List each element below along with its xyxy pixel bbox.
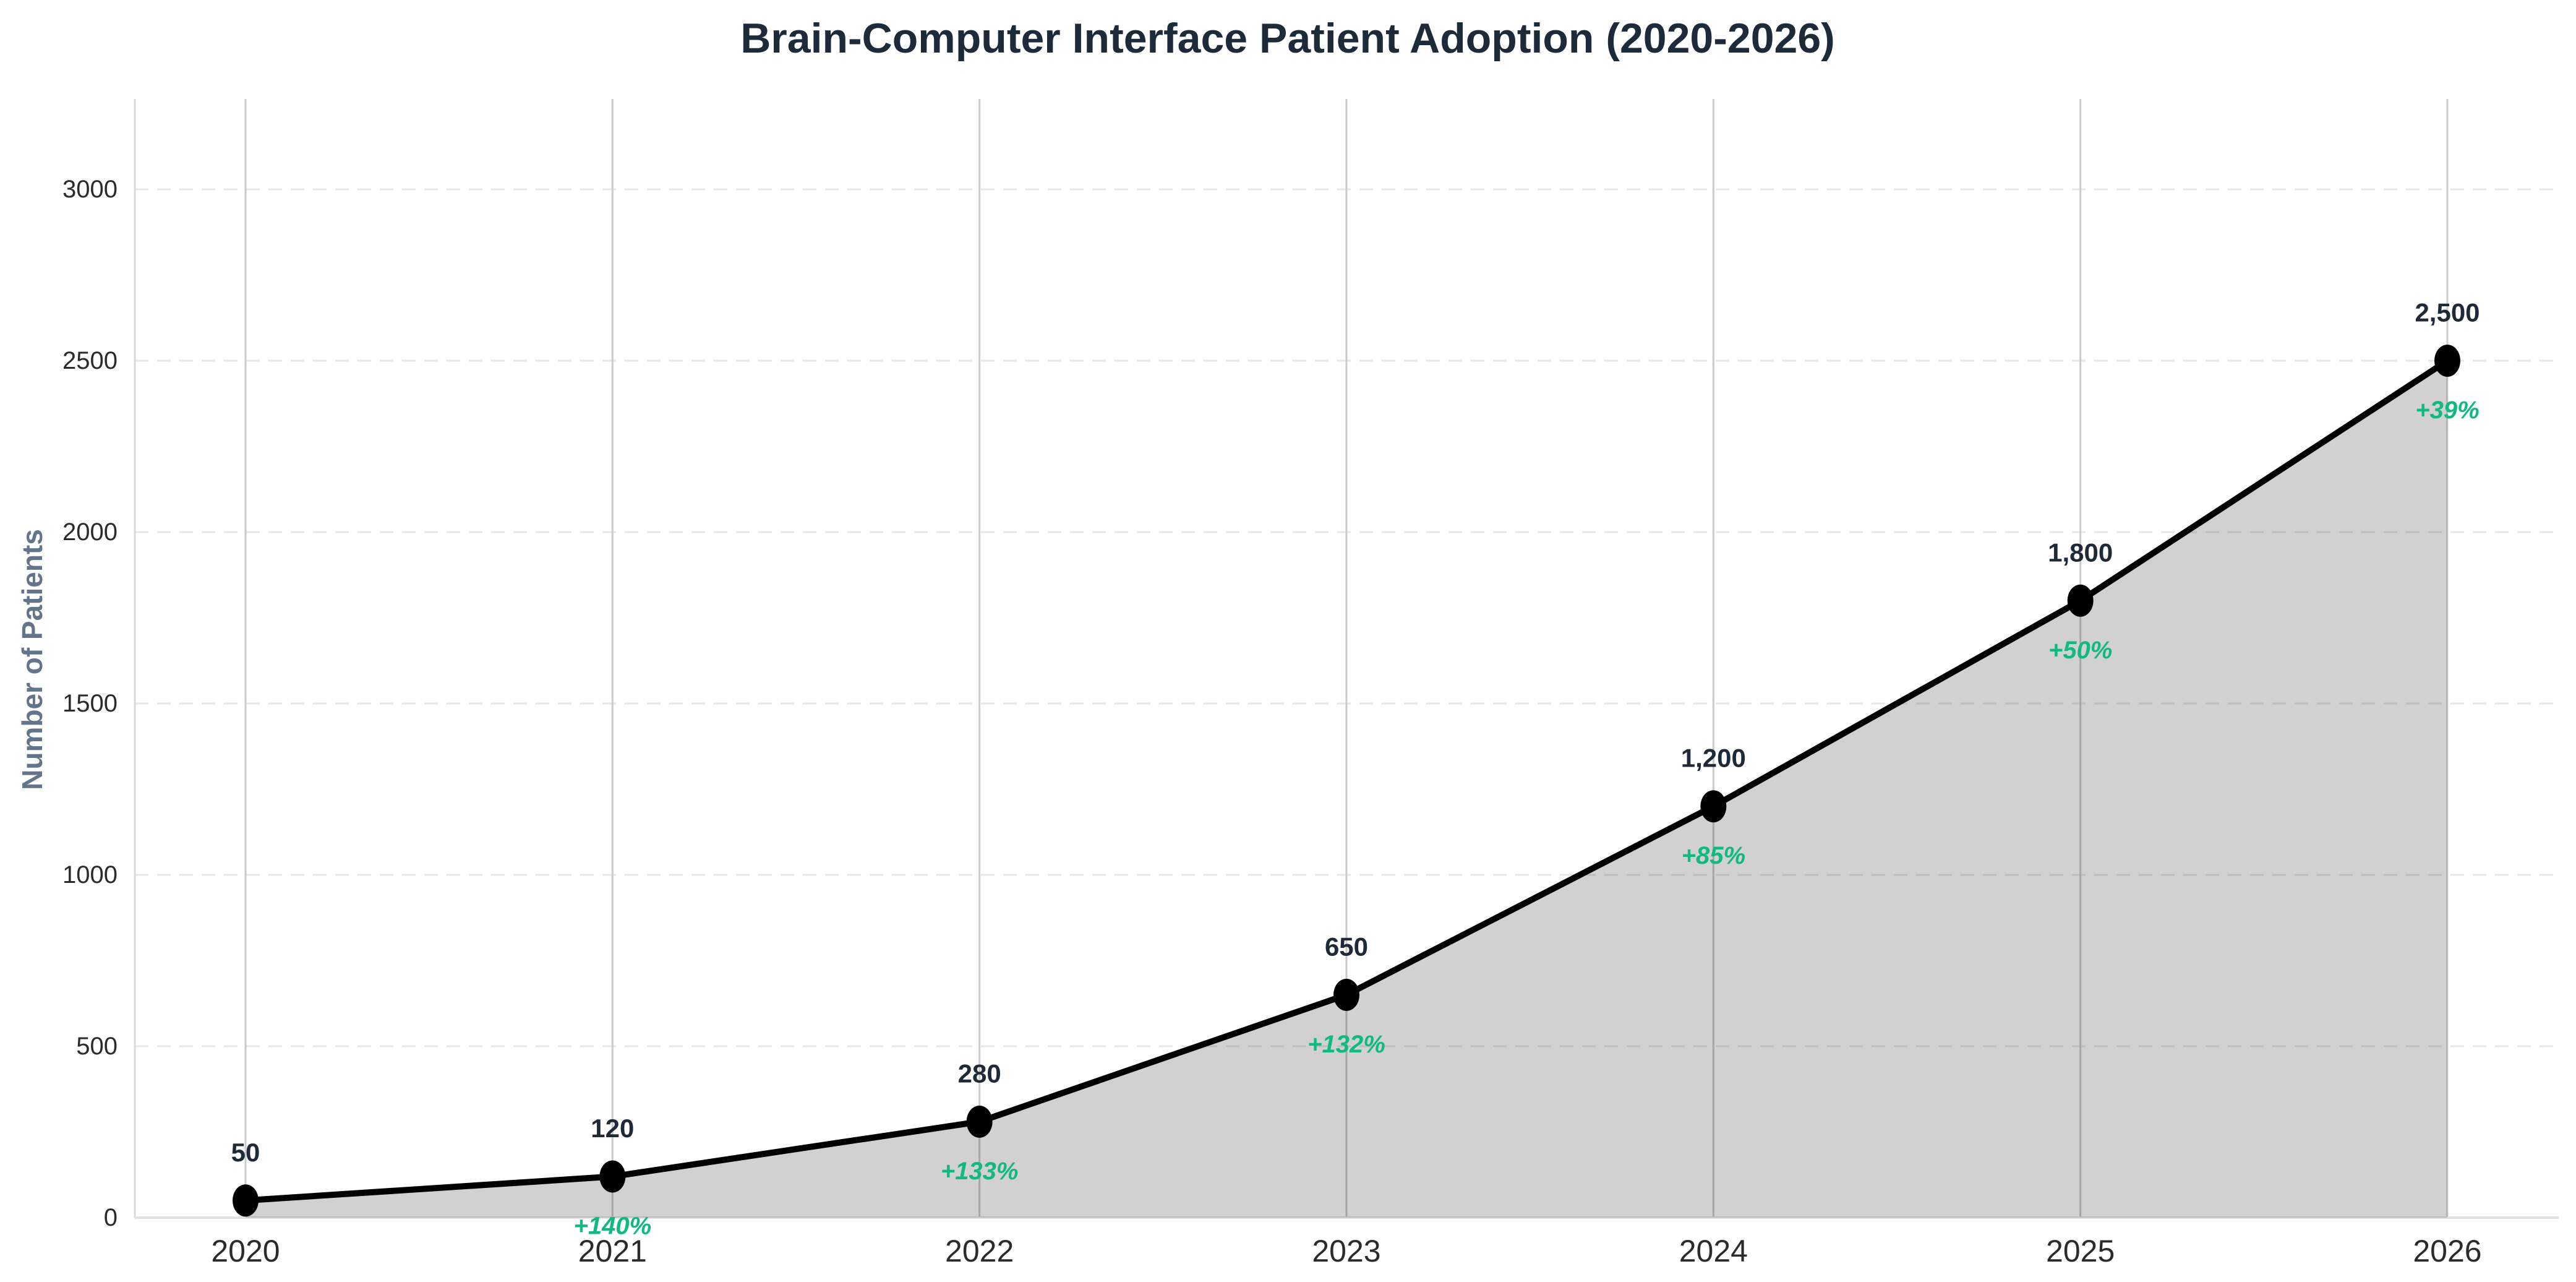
y-axis-title: Number of Patients bbox=[16, 529, 48, 790]
x-tick-label-2022: 2022 bbox=[945, 1234, 1014, 1268]
data-point-2021 bbox=[599, 1160, 626, 1193]
y-tick-label-1500: 1500 bbox=[62, 690, 118, 717]
x-tick-label-2025: 2025 bbox=[2046, 1234, 2115, 1268]
tick-labels-layer: 0 500 1000 1500 2000 2500 3000 2020 2021 2022 2023… bbox=[62, 176, 2482, 1268]
value-label-2023: 650 bbox=[1325, 932, 1368, 961]
value-label-2022: 280 bbox=[958, 1059, 1001, 1088]
value-label-2020: 50 bbox=[231, 1138, 260, 1167]
x-tick-label-2023: 2023 bbox=[1312, 1234, 1380, 1268]
x-tick-label-2021: 2021 bbox=[578, 1234, 647, 1268]
x-tick-label-2020: 2020 bbox=[211, 1234, 280, 1268]
axis-spines bbox=[134, 99, 2559, 1219]
growth-label-2024: +85% bbox=[1682, 842, 1745, 869]
y-tick-label-500: 500 bbox=[76, 1033, 118, 1060]
data-point-2025 bbox=[2067, 584, 2094, 617]
y-tick-label-2500: 2500 bbox=[62, 347, 118, 374]
data-point-2020 bbox=[233, 1184, 259, 1217]
value-label-2026: 2,500 bbox=[2415, 298, 2480, 327]
data-point-2022 bbox=[966, 1105, 993, 1138]
area-fill bbox=[246, 361, 2447, 1218]
x-tick-label-2024: 2024 bbox=[1679, 1234, 1748, 1268]
y-tick-label-1000: 1000 bbox=[62, 861, 118, 888]
value-label-2024: 1,200 bbox=[1681, 744, 1746, 773]
y-tick-label-0: 0 bbox=[104, 1204, 118, 1231]
growth-label-2021: +140% bbox=[573, 1213, 651, 1240]
area-fill-layer bbox=[246, 361, 2447, 1218]
value-label-2025: 1,800 bbox=[2048, 538, 2113, 567]
data-point-2024 bbox=[1700, 790, 1727, 823]
growth-label-2026: +39% bbox=[2415, 397, 2479, 424]
y-tick-label-2000: 2000 bbox=[62, 518, 118, 546]
vertical-gridlines bbox=[244, 99, 2449, 1218]
data-points-layer bbox=[233, 345, 2460, 1217]
value-labels-layer: 50 120 280 650 1,200 1,800 2,500 bbox=[231, 298, 2480, 1167]
chart-title: Brain-Computer Interface Patient Adoptio… bbox=[740, 15, 1835, 62]
data-point-2026 bbox=[2434, 345, 2460, 377]
growth-label-2023: +132% bbox=[1307, 1031, 1385, 1058]
y-tick-label-3000: 3000 bbox=[62, 176, 118, 203]
x-tick-label-2026: 2026 bbox=[2413, 1234, 2481, 1268]
value-label-2021: 120 bbox=[591, 1114, 634, 1143]
growth-labels-layer: +140% +133% +132% +85% +50% +39% bbox=[573, 397, 2479, 1240]
growth-label-2025: +50% bbox=[2048, 637, 2112, 664]
data-point-2023 bbox=[1333, 978, 1359, 1011]
growth-label-2022: +133% bbox=[941, 1158, 1019, 1185]
